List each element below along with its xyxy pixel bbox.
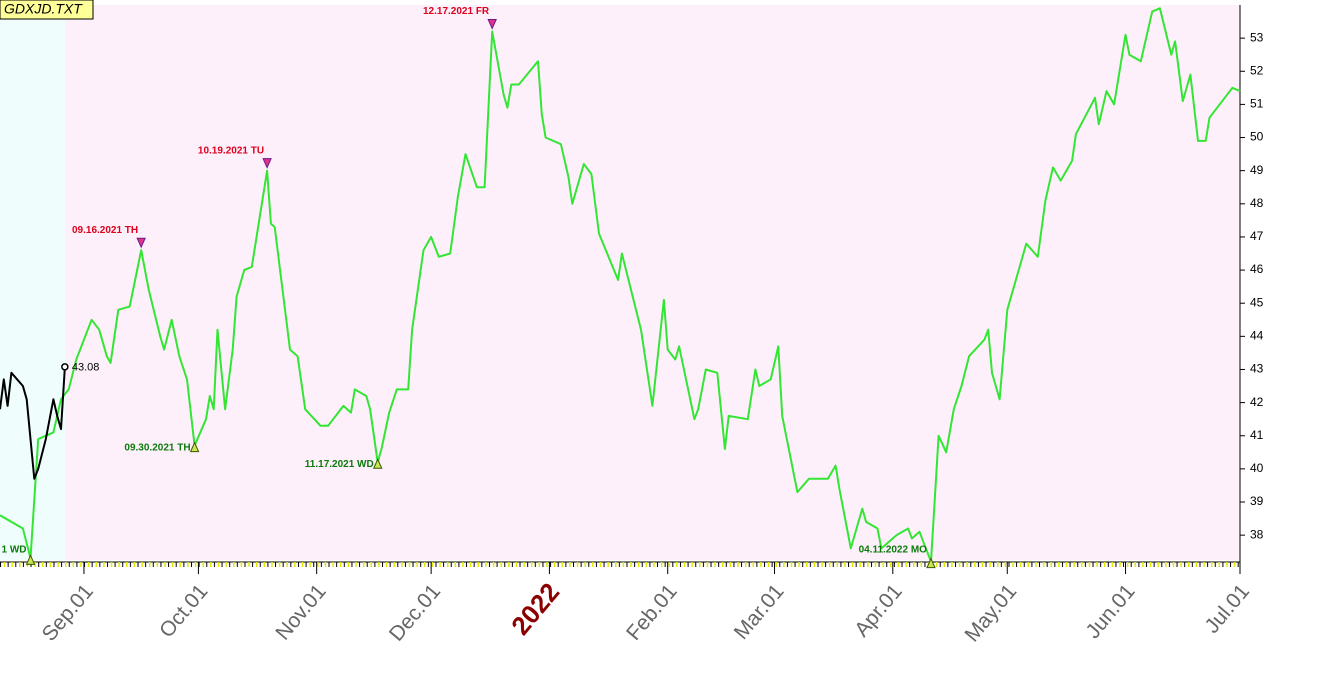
peak-label: 10.19.2021 TU xyxy=(198,145,264,156)
y-tick-label: 41 xyxy=(1250,428,1264,442)
y-tick-label: 43 xyxy=(1250,362,1264,376)
y-tick-label: 52 xyxy=(1250,63,1264,77)
price-line xyxy=(0,366,66,480)
x-tick-label: 2022 xyxy=(505,577,565,641)
projection-region xyxy=(65,5,1240,560)
peak-marker xyxy=(136,237,146,249)
trough-marker xyxy=(189,441,200,453)
peak-marker xyxy=(262,158,272,169)
price-line xyxy=(0,7,1241,563)
y-tick-label: 39 xyxy=(1250,494,1264,508)
y-tick-label: 46 xyxy=(1250,262,1264,276)
y-tick-label: 51 xyxy=(1250,97,1264,111)
history-region xyxy=(0,5,65,560)
x-minor-ticks xyxy=(0,562,1240,567)
y-tick-label: 42 xyxy=(1250,395,1264,409)
peak-label: 09.16.2021 TH xyxy=(72,225,138,236)
x-tick-label: Nov.01 xyxy=(271,580,330,645)
x-tick-label: Sep.01 xyxy=(38,580,98,646)
x-tick-label: Oct.01 xyxy=(155,580,212,642)
chart-title: GDXJD.TXT xyxy=(4,1,83,17)
x-tick-label: Mar.01 xyxy=(730,580,789,644)
x-tick-label: Feb.01 xyxy=(622,580,682,645)
trough-marker xyxy=(372,458,383,469)
trough-label: 1 WD xyxy=(2,545,27,556)
y-tick-label: 50 xyxy=(1250,130,1264,144)
trough-label: 09.30.2021 TH xyxy=(124,442,190,453)
y-tick-label: 40 xyxy=(1250,461,1264,475)
x-tick-label: May.01 xyxy=(960,580,1021,646)
end-marker xyxy=(61,363,69,371)
trough-label: 11.17.2021 WD xyxy=(305,459,374,470)
x-tick-label: Dec.01 xyxy=(385,580,445,646)
peak-marker xyxy=(487,19,497,30)
trough-marker xyxy=(926,557,936,569)
y-tick-label: 38 xyxy=(1250,527,1264,541)
x-tick-label: Apr.01 xyxy=(850,580,907,641)
peak-label: 12.17.2021 FR xyxy=(423,6,490,17)
end-value-label: 43.08 xyxy=(72,362,100,374)
y-tick-label: 47 xyxy=(1250,229,1264,243)
trough-label: 04.11.2022 MO xyxy=(859,545,928,556)
y-tick-label: 45 xyxy=(1250,295,1264,309)
trough-marker xyxy=(25,554,36,565)
y-tick-label: 53 xyxy=(1250,30,1264,44)
y-tick-label: 44 xyxy=(1250,329,1264,343)
y-tick-label: 48 xyxy=(1250,196,1264,210)
x-tick-label: Jul.01 xyxy=(1200,580,1254,638)
title-box xyxy=(0,0,94,20)
x-tick-label: Jun.01 xyxy=(1081,580,1139,643)
y-tick-label: 49 xyxy=(1250,163,1264,177)
